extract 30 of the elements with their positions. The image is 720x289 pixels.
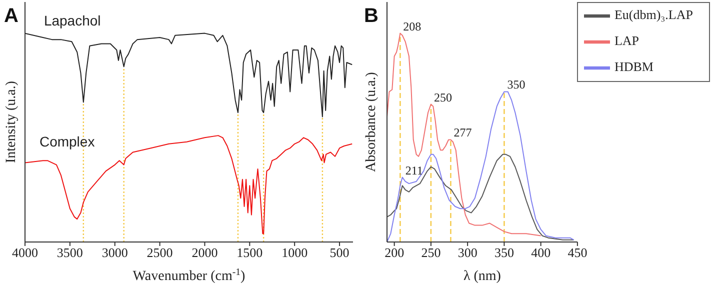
x-tick-label: 2000 [192,245,218,260]
legend-label: HDBM [614,58,654,74]
x-tick-label: 2500 [146,245,173,260]
series-label: Complex [39,134,95,150]
annotation: 277 [454,126,472,140]
x-tick-label: 1000 [282,245,308,260]
annotation: 350 [507,78,526,92]
x-tick-label: 4000 [12,245,38,260]
x-tick-label: 250 [421,245,441,260]
x-tick-label: 1500 [236,245,263,260]
x-tick-label: 400 [531,245,551,260]
legend-label: Eu(dbm)₃.LAP [614,6,693,22]
x-tick-label: 350 [494,245,514,260]
x-tick-label: 450 [568,245,588,260]
x-axis-title: λ (nm) [463,269,502,284]
x-axis-title: Wavenumber (cm$^{-1}$) [132,266,246,284]
annotation: 250 [434,90,452,104]
y-axis-title: Absorbance (u.a.) [364,72,380,172]
y-axis-title: Intensity (u.a.) [4,80,20,164]
x-tick-label: 3500 [56,245,83,260]
chart-title: B [364,5,378,27]
x-tick-label: 300 [458,245,478,260]
x-tick-label: 3000 [102,245,128,260]
legend-label: LAP [614,32,639,48]
x-tick-label: 200 [384,245,404,260]
chart-title: A [4,5,18,27]
series-label: Lapachol [44,12,101,29]
annotation: 211 [405,163,423,178]
x-tick-label: 500 [330,245,350,260]
annotation: 208 [403,19,422,34]
